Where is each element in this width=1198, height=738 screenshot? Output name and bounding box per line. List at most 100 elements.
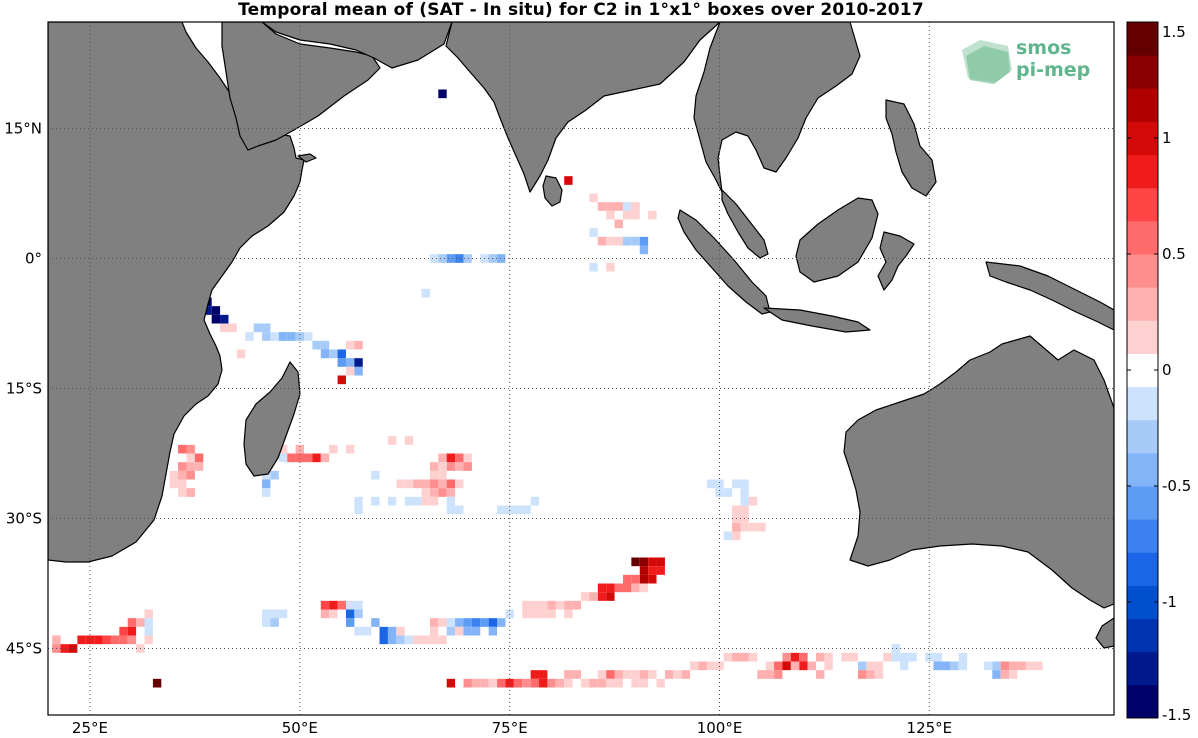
colorbar-tick-label: 1 <box>1162 129 1172 147</box>
colorbar-segment <box>1127 187 1158 222</box>
data-cell <box>740 488 749 497</box>
data-cell <box>186 462 195 471</box>
data-cell <box>262 470 271 480</box>
data-cell <box>429 470 439 480</box>
data-cell <box>270 332 279 341</box>
colorbar-segment <box>1127 220 1158 255</box>
data-cell <box>312 453 321 463</box>
data-cell <box>262 323 271 333</box>
data-cell <box>1025 661 1035 671</box>
data-cell <box>891 644 900 653</box>
colorbar-tick-label: 1.5 <box>1162 23 1186 41</box>
data-cell <box>127 635 137 645</box>
land-java <box>763 307 871 333</box>
data-cell <box>136 618 145 627</box>
data-cell <box>622 583 632 593</box>
data-cell <box>614 678 623 688</box>
data-cells-layer <box>52 89 1043 688</box>
data-cell <box>463 626 472 636</box>
data-cell <box>656 557 665 567</box>
data-cell <box>186 488 195 497</box>
colorbar-segment <box>1127 684 1158 719</box>
data-cell <box>371 470 380 480</box>
data-cell <box>404 479 414 489</box>
colorbar-segment <box>1127 22 1158 56</box>
data-cell <box>387 626 397 636</box>
data-cell <box>304 453 313 463</box>
data-cell <box>421 288 430 298</box>
data-cell <box>622 236 632 246</box>
data-cell <box>765 670 775 679</box>
data-cell <box>178 462 187 471</box>
data-cell <box>471 678 481 688</box>
data-cell <box>614 583 623 593</box>
data-cell <box>371 496 380 506</box>
data-cell <box>119 626 128 636</box>
data-cell <box>152 678 162 688</box>
data-cell <box>463 618 472 627</box>
data-cell <box>110 635 120 645</box>
data-cell <box>656 678 665 688</box>
data-cell <box>614 670 623 679</box>
data-cell <box>186 444 195 454</box>
data-cell <box>748 496 758 506</box>
map-title: Temporal mean of (SAT - In situ) for C2 … <box>238 0 924 20</box>
data-cell <box>639 678 649 688</box>
data-cell <box>547 609 556 619</box>
data-cell <box>958 661 968 671</box>
data-cell <box>639 566 649 575</box>
data-cell <box>429 626 439 636</box>
data-cell <box>345 444 355 454</box>
data-cell <box>169 479 179 489</box>
data-cell <box>446 254 456 263</box>
data-cell <box>539 609 548 619</box>
data-cell <box>413 496 422 506</box>
data-cell <box>908 652 917 662</box>
colorbar-tick-label: 0.5 <box>1162 245 1186 263</box>
data-cell <box>631 236 640 246</box>
data-cell <box>732 531 741 541</box>
data-cell <box>857 661 867 671</box>
data-cell <box>681 670 691 679</box>
data-cell <box>413 635 422 645</box>
land-madagascar <box>243 361 301 477</box>
data-cell <box>354 496 363 506</box>
data-cell <box>706 661 716 671</box>
data-cell <box>379 626 388 636</box>
data-cell <box>547 678 556 688</box>
data-cell <box>178 479 187 489</box>
data-cell <box>194 462 204 471</box>
latitude-label: 30°S <box>6 510 42 528</box>
land-tasmania <box>1095 617 1114 649</box>
data-cell <box>614 236 623 246</box>
data-cell <box>530 496 540 506</box>
data-cell <box>438 89 447 99</box>
data-cell <box>144 626 153 636</box>
data-cell <box>404 635 414 645</box>
data-cell <box>639 583 649 593</box>
data-cell <box>757 670 766 679</box>
data-cell <box>983 661 993 671</box>
data-cell <box>740 496 749 506</box>
data-cell <box>639 670 649 679</box>
data-cell <box>345 618 355 627</box>
data-cell <box>1000 661 1010 671</box>
data-cell <box>824 661 833 671</box>
map-area <box>48 22 1114 715</box>
data-cell <box>606 236 615 246</box>
data-cell <box>589 228 598 237</box>
data-cell <box>471 626 481 636</box>
data-cell <box>463 254 472 263</box>
data-cell <box>270 470 279 480</box>
data-cell <box>866 661 875 671</box>
data-cell <box>304 332 313 341</box>
data-cell <box>799 661 808 671</box>
latitude-labels: 15°N 0° 15°S 30°S 45°S <box>4 120 42 658</box>
data-cell <box>354 366 363 376</box>
data-cell <box>522 609 531 619</box>
colorbar-segment <box>1127 519 1158 553</box>
data-cell <box>933 661 942 671</box>
latitude-label: 45°S <box>6 640 42 658</box>
data-cell <box>144 618 153 627</box>
